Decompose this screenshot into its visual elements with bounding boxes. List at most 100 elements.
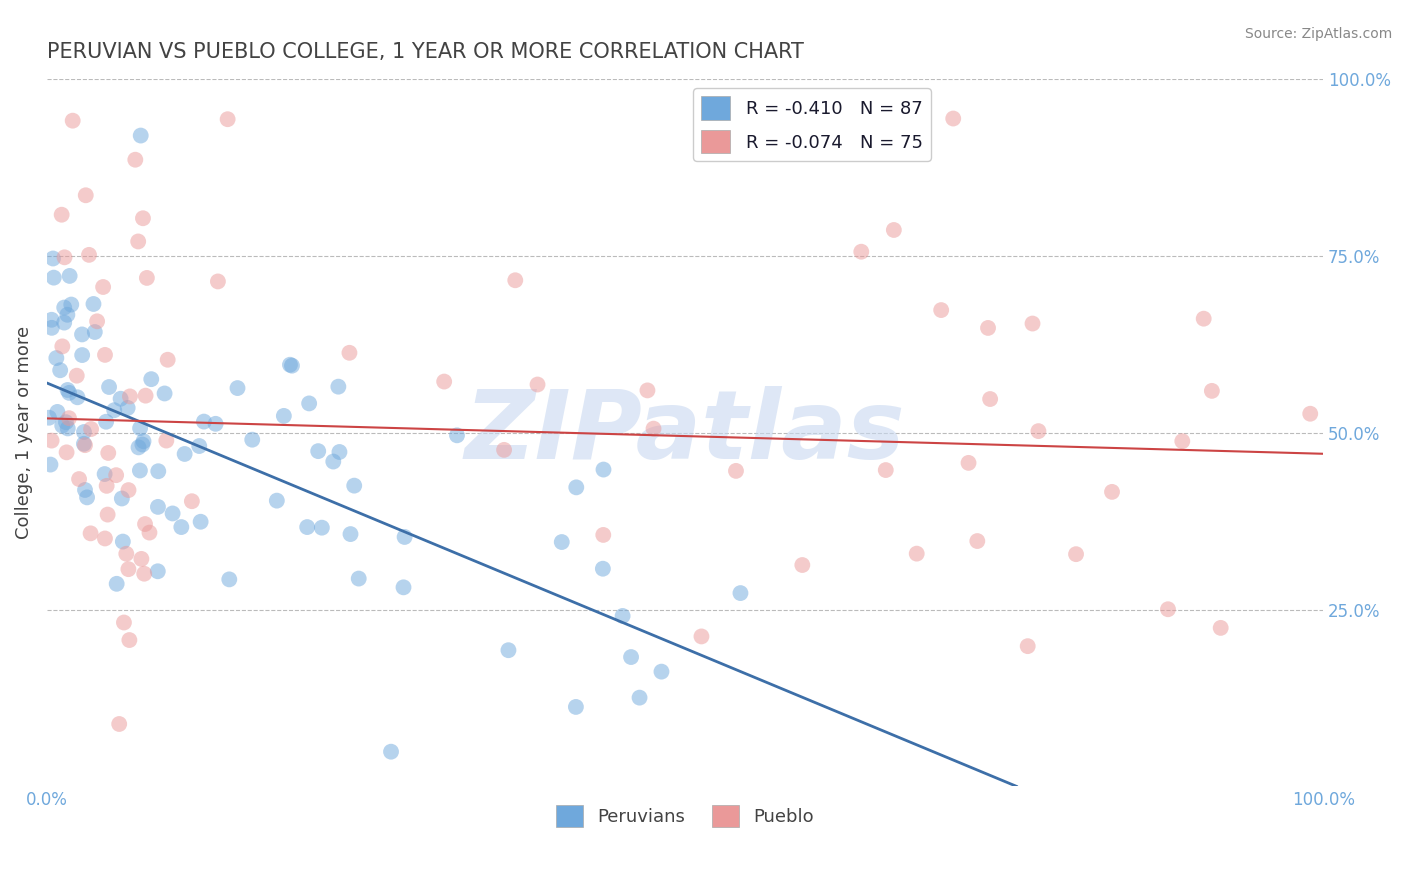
Point — [73, 425, 96, 439]
Point — [117, 483, 139, 497]
Point — [295, 520, 318, 534]
Point — [266, 493, 288, 508]
Point — [73, 483, 96, 497]
Point — [73, 438, 96, 452]
Point — [70, 348, 93, 362]
Point — [41, 321, 63, 335]
Point — [394, 530, 416, 544]
Point — [1157, 602, 1180, 616]
Point — [218, 573, 240, 587]
Point — [347, 572, 370, 586]
Point — [226, 381, 249, 395]
Point — [129, 463, 152, 477]
Point — [105, 576, 128, 591]
Point — [526, 377, 548, 392]
Point — [156, 352, 179, 367]
Point — [730, 586, 752, 600]
Point — [112, 615, 135, 630]
Point — [204, 417, 226, 431]
Point — [311, 521, 333, 535]
Point — [56, 308, 79, 322]
Point — [131, 437, 153, 451]
Point — [851, 244, 873, 259]
Point — [62, 113, 84, 128]
Point — [94, 348, 117, 362]
Point — [966, 534, 988, 549]
Point — [51, 418, 73, 433]
Point — [433, 375, 456, 389]
Point — [67, 472, 90, 486]
Point — [1017, 639, 1039, 653]
Point — [278, 358, 301, 372]
Point — [129, 128, 152, 143]
Point — [79, 526, 101, 541]
Point — [135, 271, 157, 285]
Point — [146, 564, 169, 578]
Point — [111, 491, 134, 506]
Point — [39, 458, 62, 472]
Point — [56, 421, 79, 435]
Point — [883, 223, 905, 237]
Point — [494, 442, 516, 457]
Point — [93, 467, 115, 481]
Point — [51, 208, 73, 222]
Point — [551, 535, 574, 549]
Point — [565, 700, 588, 714]
Point — [132, 434, 155, 449]
Text: ZIPatlas: ZIPatlas — [465, 386, 905, 479]
Point — [298, 396, 321, 410]
Point — [118, 389, 141, 403]
Point — [1299, 407, 1322, 421]
Point — [977, 321, 1000, 335]
Point — [193, 415, 215, 429]
Point — [650, 665, 672, 679]
Point — [217, 112, 239, 127]
Point — [55, 445, 77, 459]
Point — [97, 508, 120, 522]
Point — [134, 516, 156, 531]
Point — [59, 268, 82, 283]
Point — [96, 479, 118, 493]
Point — [690, 629, 713, 643]
Point — [42, 270, 65, 285]
Point — [98, 380, 121, 394]
Point — [724, 464, 747, 478]
Point — [82, 297, 104, 311]
Point — [173, 447, 195, 461]
Point — [446, 428, 468, 442]
Point — [343, 478, 366, 492]
Point — [138, 525, 160, 540]
Point — [91, 280, 114, 294]
Point — [60, 297, 83, 311]
Point — [929, 303, 952, 318]
Point — [636, 384, 658, 398]
Point — [322, 454, 344, 468]
Y-axis label: College, 1 year or more: College, 1 year or more — [15, 326, 32, 539]
Point — [132, 211, 155, 226]
Point — [53, 301, 76, 315]
Point — [307, 444, 329, 458]
Point — [1028, 424, 1050, 438]
Point — [77, 248, 100, 262]
Point — [1209, 621, 1232, 635]
Point — [141, 372, 163, 386]
Point — [875, 463, 897, 477]
Point — [1201, 384, 1223, 398]
Point — [207, 275, 229, 289]
Text: Source: ZipAtlas.com: Source: ZipAtlas.com — [1244, 27, 1392, 41]
Point — [380, 745, 402, 759]
Point — [108, 717, 131, 731]
Point — [592, 462, 614, 476]
Point — [792, 558, 814, 572]
Point — [86, 314, 108, 328]
Point — [339, 527, 361, 541]
Point — [53, 316, 76, 330]
Point — [45, 351, 67, 365]
Point — [328, 445, 350, 459]
Point — [38, 410, 60, 425]
Point — [115, 547, 138, 561]
Point — [146, 500, 169, 514]
Point — [620, 650, 643, 665]
Point — [105, 468, 128, 483]
Point — [612, 609, 634, 624]
